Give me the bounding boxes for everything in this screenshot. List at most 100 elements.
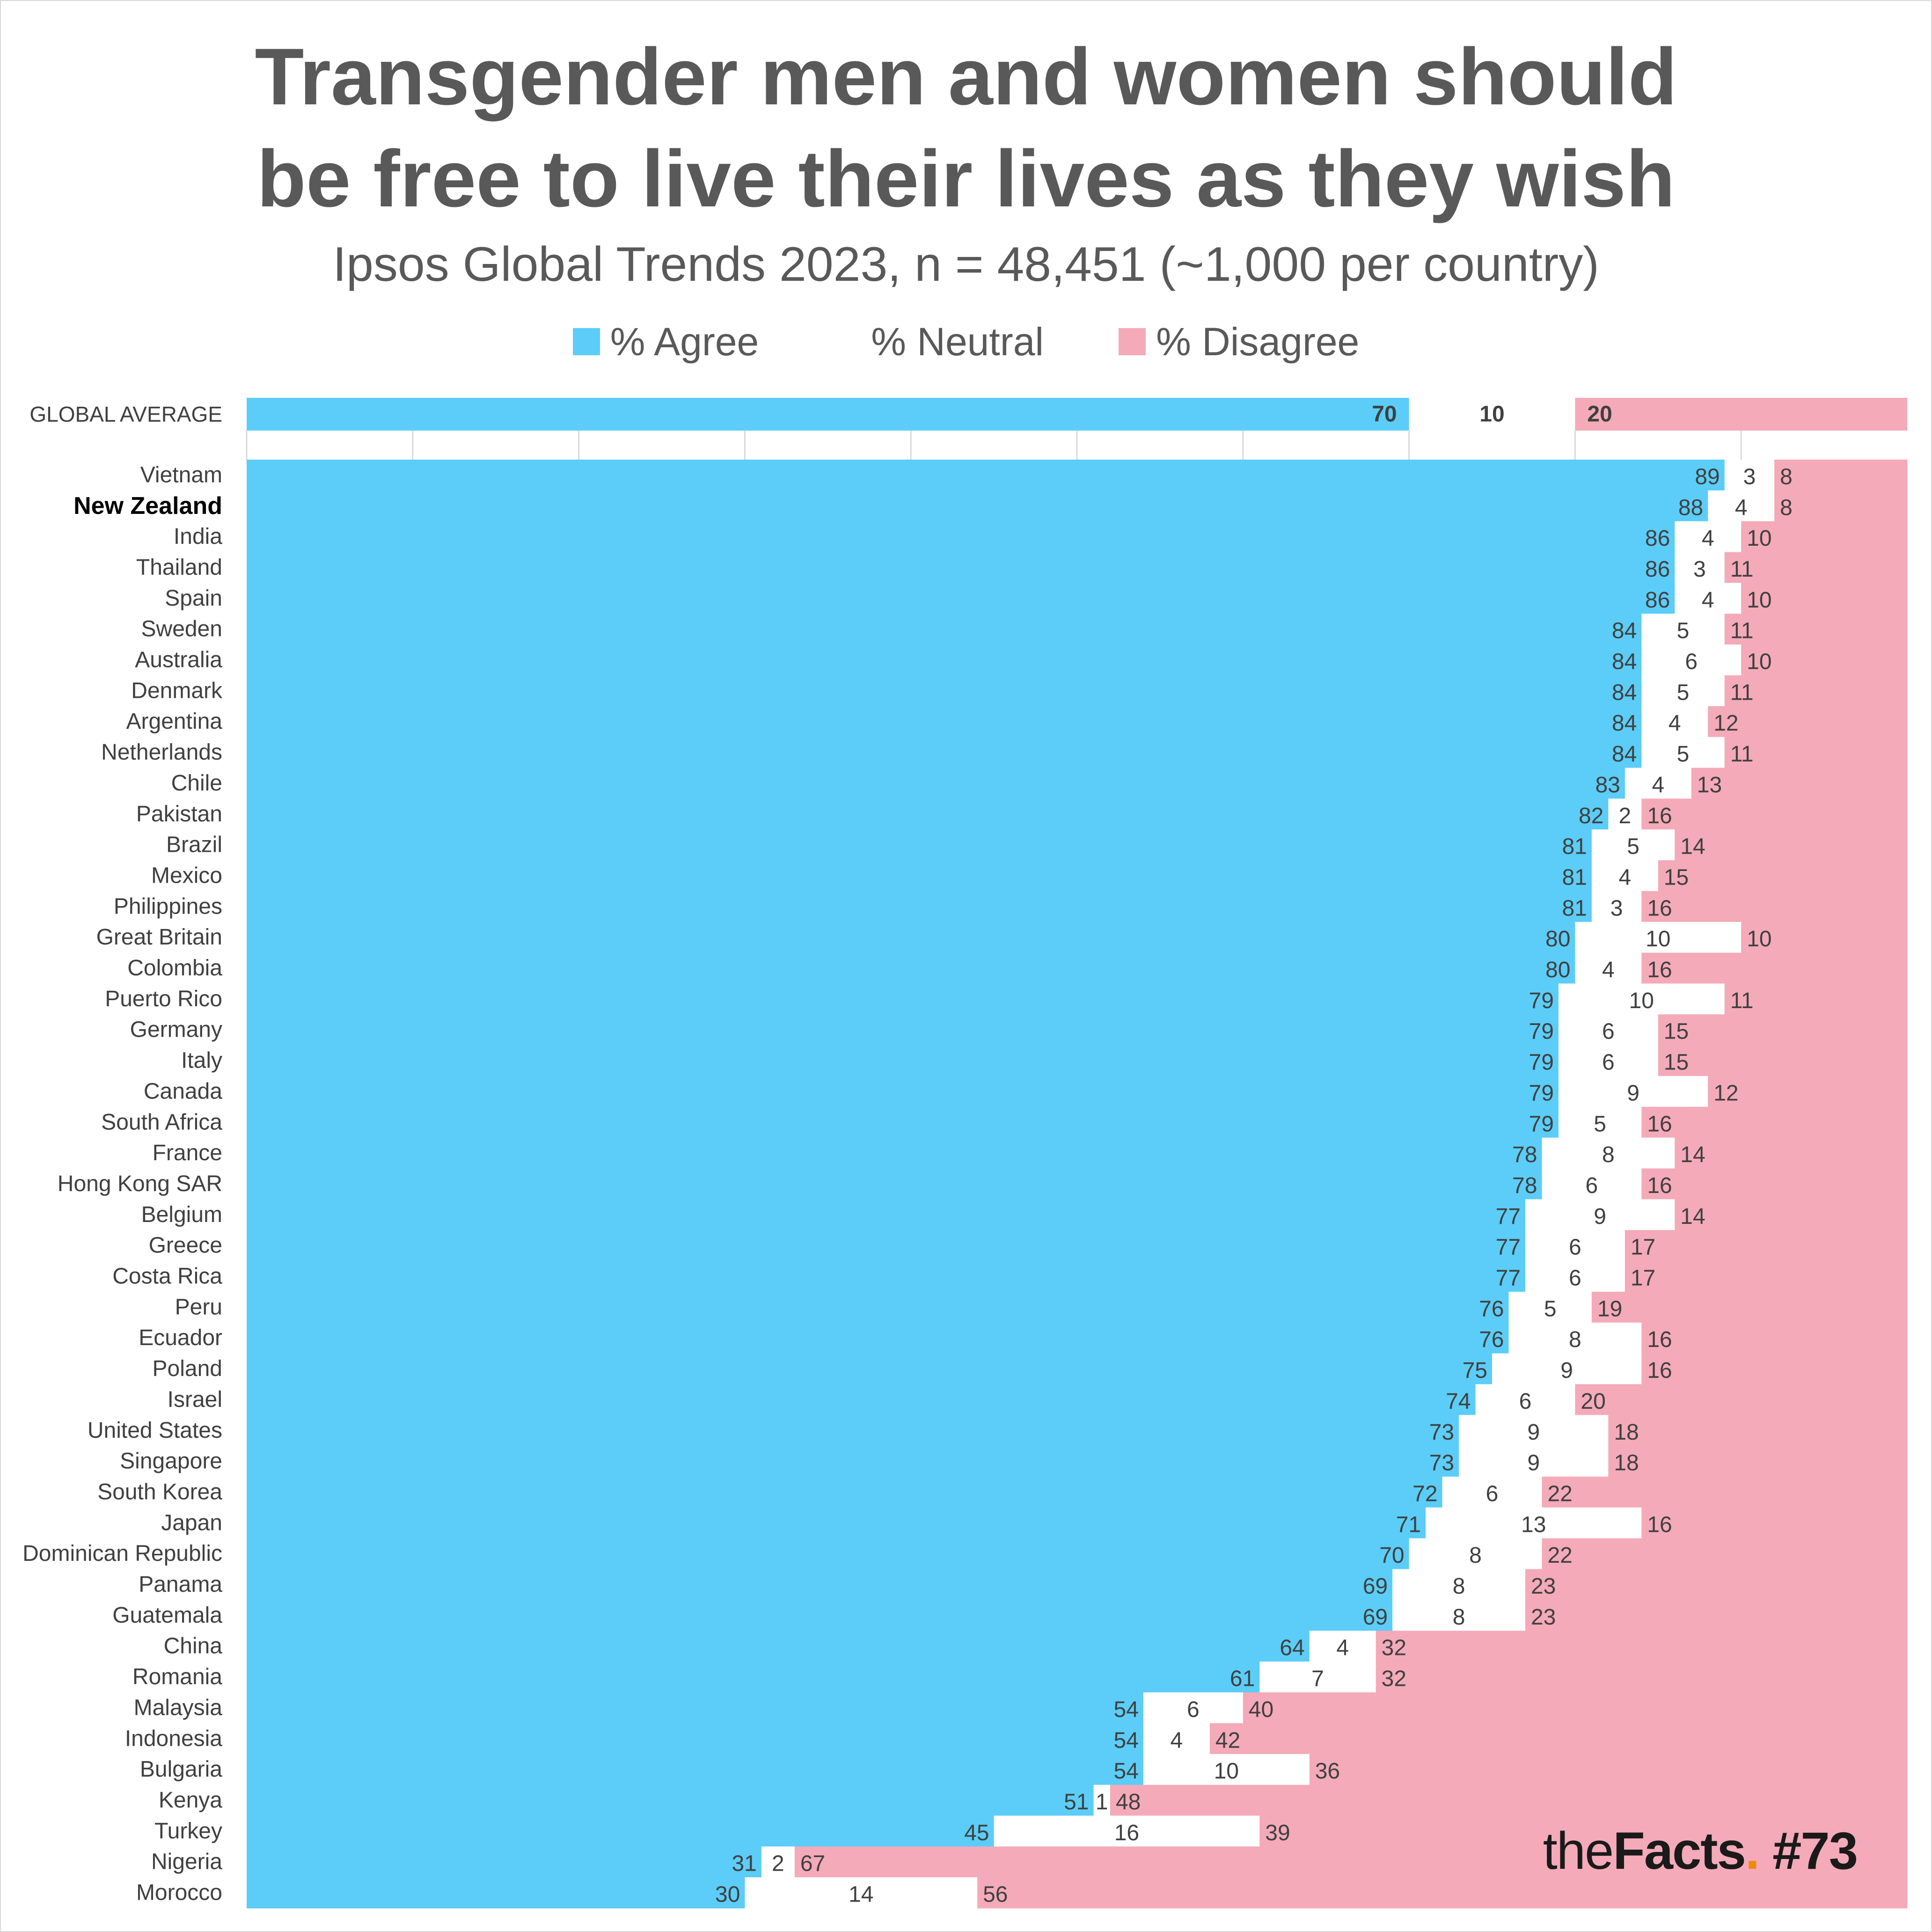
bar-disagree — [1641, 1322, 1908, 1354]
country-label: Singapore — [120, 1449, 222, 1474]
bar-neutral — [1575, 922, 1742, 953]
value-disagree: 36 — [1315, 1759, 1340, 1784]
title-line-2: be free to live their lives as they wish — [256, 134, 1676, 224]
country-label: Ecuador — [139, 1325, 222, 1350]
bar-disagree — [1243, 1692, 1908, 1724]
value-agree: 72 — [1412, 1481, 1437, 1506]
bar-disagree — [1675, 1199, 1908, 1230]
value-neutral: 6 — [1602, 1019, 1615, 1044]
bar-agree — [247, 768, 1625, 799]
bar-neutral — [1558, 1045, 1659, 1076]
bar-neutral — [1641, 675, 1725, 707]
bar-disagree — [1774, 460, 1908, 491]
value-disagree: 8 — [1780, 495, 1793, 520]
value-agree: 69 — [1363, 1574, 1388, 1599]
bar-disagree — [1110, 1785, 1908, 1816]
bar-disagree — [1741, 922, 1908, 953]
value-disagree: 17 — [1631, 1266, 1655, 1291]
value-neutral: 10 — [1629, 988, 1654, 1013]
value-agree: 80 — [1545, 927, 1570, 951]
country-label: United States — [88, 1418, 222, 1443]
country-label: Sweden — [141, 617, 222, 642]
legend-swatch-neutral — [834, 328, 861, 355]
bar-neutral — [1525, 1230, 1625, 1261]
country-label: Australia — [135, 648, 222, 673]
bar-disagree — [1708, 706, 1908, 738]
bar-agree — [247, 675, 1642, 707]
value-disagree: 32 — [1382, 1667, 1406, 1691]
bar-disagree — [1641, 891, 1908, 922]
value-disagree: 10 — [1747, 588, 1771, 613]
bar-disagree — [1591, 1291, 1908, 1323]
value-neutral: 5 — [1677, 680, 1690, 705]
value-neutral: 9 — [1627, 1081, 1639, 1105]
country-label: Denmark — [131, 678, 223, 703]
bar-disagree — [1691, 768, 1908, 799]
value-neutral: 3 — [1743, 464, 1756, 489]
bar-agree — [247, 1661, 1260, 1693]
value-disagree: 22 — [1547, 1481, 1572, 1506]
bar-disagree — [1724, 614, 1908, 645]
value-agree: 64 — [1280, 1636, 1304, 1661]
value-agree: 54 — [1114, 1728, 1139, 1753]
country-label: Panama — [139, 1572, 222, 1597]
bar-neutral — [1625, 768, 1692, 799]
value-agree: 84 — [1612, 711, 1637, 736]
value-agree: 78 — [1512, 1173, 1537, 1198]
country-label: Pakistan — [136, 802, 222, 827]
average-label: GLOBAL AVERAGE — [29, 402, 222, 426]
value-disagree: 15 — [1664, 865, 1689, 890]
bar-agree — [247, 1446, 1459, 1477]
value-agree: 76 — [1479, 1327, 1504, 1352]
bar-neutral — [1259, 1661, 1376, 1693]
value-disagree: 11 — [1730, 557, 1754, 582]
country-label: Great Britain — [96, 925, 222, 950]
value-disagree: 10 — [1747, 927, 1771, 951]
bar-agree — [247, 1076, 1559, 1107]
value-neutral: 9 — [1594, 1204, 1606, 1229]
country-label: Puerto Rico — [105, 987, 222, 1011]
bar-agree — [247, 1137, 1543, 1169]
value-agree: 61 — [1230, 1667, 1255, 1691]
value-neutral: 6 — [1519, 1389, 1532, 1414]
bar-neutral — [1641, 737, 1725, 768]
value-agree: 70 — [1379, 1543, 1404, 1568]
country-label: Mexico — [151, 863, 222, 888]
bar-neutral — [745, 1877, 978, 1909]
bar-agree — [247, 1384, 1476, 1415]
bar-disagree — [1724, 983, 1908, 1015]
value-disagree: 11 — [1730, 988, 1754, 1013]
bar-disagree — [1625, 1230, 1908, 1261]
bar-agree — [247, 1538, 1410, 1570]
value-agree: 84 — [1612, 680, 1637, 705]
value-neutral: 9 — [1527, 1420, 1540, 1445]
value-agree: 84 — [1612, 650, 1637, 674]
bar-disagree — [1708, 1076, 1908, 1107]
bar-agree — [247, 1507, 1426, 1539]
country-label: Belgium — [141, 1202, 222, 1227]
bar-neutral — [1675, 552, 1725, 583]
bar-neutral — [1093, 1785, 1111, 1816]
country-label: Bulgaria — [140, 1757, 222, 1782]
value-neutral: 2 — [1618, 804, 1631, 828]
value-agree: 84 — [1612, 742, 1637, 767]
bar-agree — [247, 737, 1642, 768]
bar-neutral — [1542, 1137, 1675, 1169]
average-bar-agree — [247, 398, 1409, 431]
bar-disagree — [1641, 798, 1908, 830]
value-neutral: 6 — [1602, 1050, 1615, 1075]
value-neutral: 2 — [772, 1852, 784, 1876]
bar-agree — [247, 1815, 995, 1847]
country-label: Turkey — [154, 1819, 222, 1844]
value-disagree: 8 — [1780, 464, 1793, 489]
bar-disagree — [1774, 490, 1908, 522]
bar-agree — [247, 1723, 1144, 1755]
chart-subtitle: Ipsos Global Trends 2023, n = 48,451 (~1… — [333, 237, 1599, 292]
value-neutral: 16 — [1114, 1821, 1139, 1845]
value-neutral: 8 — [1453, 1605, 1465, 1630]
value-neutral: 4 — [1602, 958, 1615, 982]
bar-neutral — [1591, 891, 1642, 922]
value-neutral: 6 — [1569, 1235, 1581, 1260]
bar-neutral — [1558, 1076, 1708, 1107]
bar-disagree — [1376, 1631, 1908, 1662]
